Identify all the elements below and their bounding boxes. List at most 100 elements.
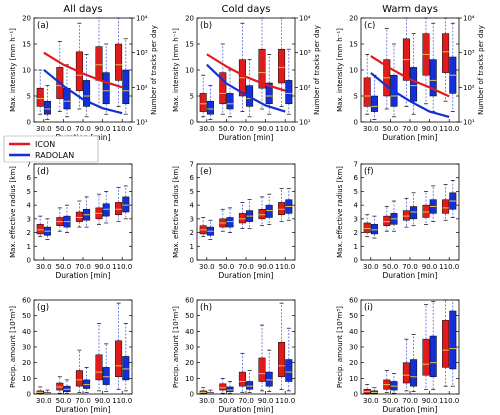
x-tick-label: 50.0 [383, 125, 399, 133]
box-iqr [429, 59, 437, 97]
box-icon-30.0 [199, 217, 207, 238]
box-iqr [226, 386, 234, 392]
y-tick-label: 0 [190, 257, 194, 265]
y-tick-label: 30 [349, 344, 358, 352]
box-iqr [122, 196, 130, 213]
box-radolan-30.0 [206, 85, 214, 120]
box-radolan-90.0 [265, 54, 273, 115]
y-tick-label: 0 [190, 119, 194, 127]
x-tick-label: 110.0 [439, 263, 459, 271]
y-tick-label: 60 [349, 297, 358, 305]
box-icon-90.0 [95, 193, 103, 225]
box-icon-30.0 [36, 215, 44, 238]
box-radolan-110.0 [122, 38, 130, 115]
box-radolan-110.0 [285, 48, 293, 115]
y-tick-label: 1 [354, 243, 358, 251]
y-axis-label: Max. effective radius [km] [9, 166, 17, 258]
box-iqr [258, 209, 266, 220]
y-axis-label: Precip. amount [10³m³] [336, 306, 344, 388]
box-radolan-30.0 [43, 85, 51, 120]
legend-label: ICON [35, 140, 55, 149]
box-radolan-30.0 [370, 387, 378, 395]
y-axis-label: Max. intensity [mm h⁻¹] [336, 28, 344, 112]
panel-h: 0 10 20 30 40 50 60 30.0 50.0 70.0 90.0 110.0Durati… [172, 297, 296, 414]
panel-g: 0 10 20 30 40 50 60 30.0 50.0 70.0 90.0 110.0Durati… [9, 297, 133, 414]
box-iqr [402, 210, 410, 221]
box-iqr [219, 383, 227, 391]
box-icon-110.0 [442, 17, 450, 102]
x-axis-label: Duration [min] [383, 271, 438, 280]
box-icon-90.0 [258, 17, 266, 110]
y-tick-label: 50 [22, 312, 31, 320]
x-tick-label: 50.0 [219, 263, 235, 271]
box-iqr [265, 204, 273, 218]
box-radolan-110.0 [285, 327, 293, 392]
box-iqr [36, 224, 44, 235]
y-tick-label: 5 [190, 93, 194, 101]
box-radolan-50.0 [390, 373, 398, 394]
box-iqr [363, 222, 371, 233]
x-tick-label: 110.0 [275, 263, 295, 271]
box-iqr [363, 77, 371, 107]
x-axis-label: Duration [min] [219, 405, 274, 414]
box-icon-70.0 [75, 349, 83, 393]
y-axis-label: Max. effective radius [km] [172, 166, 180, 258]
x-tick-label: 90.0 [258, 397, 274, 405]
y-tick-label: 0 [190, 391, 194, 399]
y-tick-label: 60 [185, 297, 194, 305]
y-tick-label: 2 [190, 229, 194, 237]
x-tick-label: 30.0 [36, 125, 52, 133]
x-tick-label: 70.0 [75, 397, 91, 405]
right-tick-label: 10⁴ [463, 15, 475, 23]
box-radolan-90.0 [102, 191, 110, 224]
box-radolan-70.0 [83, 367, 91, 393]
x-tick-label: 90.0 [258, 263, 274, 271]
column-title: Cold days [221, 4, 270, 15]
box-icon-30.0 [363, 384, 371, 395]
box-radolan-70.0 [246, 59, 254, 118]
y-tick-label: 4 [354, 202, 359, 210]
box-radolan-70.0 [246, 370, 254, 393]
right-tick-label: 10² [299, 84, 311, 92]
box-icon-50.0 [219, 43, 227, 115]
x-tick-label: 70.0 [238, 397, 254, 405]
box-radolan-50.0 [226, 69, 234, 118]
box-icon-50.0 [383, 28, 391, 110]
x-tick-label: 110.0 [275, 125, 295, 133]
box-icon-110.0 [278, 302, 286, 390]
box-iqr [285, 80, 293, 105]
box-icon-90.0 [422, 191, 430, 225]
tracks-line-radolan [43, 68, 123, 115]
x-tick-label: 30.0 [199, 397, 215, 405]
right-tick-label: 10¹ [299, 119, 311, 127]
x-tick-label: 30.0 [363, 397, 379, 405]
box-iqr [285, 359, 293, 382]
y-tick-label: 1 [190, 243, 194, 251]
box-icon-70.0 [238, 202, 246, 229]
x-tick-label: 90.0 [258, 125, 274, 133]
x-tick-label: 50.0 [56, 263, 72, 271]
box-iqr [219, 72, 227, 105]
x-tick-label: 50.0 [383, 263, 399, 271]
x-axis-label: Duration [min] [383, 133, 438, 142]
box-radolan-50.0 [63, 379, 71, 394]
y-tick-label: 15 [185, 41, 194, 49]
box-icon-110.0 [115, 186, 123, 222]
y-tick-label: 5 [27, 188, 31, 196]
box-radolan-110.0 [122, 185, 130, 220]
panel-label: (a) [37, 21, 49, 31]
y-tick-label: 20 [22, 359, 31, 367]
x-tick-label: 30.0 [199, 263, 215, 271]
box-iqr [115, 43, 123, 81]
box-iqr [278, 342, 286, 378]
y-tick-label: 5 [354, 93, 358, 101]
box-iqr [238, 213, 246, 224]
y-tick-label: 5 [190, 188, 194, 196]
box-icon-50.0 [383, 206, 391, 232]
box-iqr [410, 67, 418, 102]
y-tick-label: 5 [27, 93, 31, 101]
y-tick-label: 3 [354, 215, 358, 223]
